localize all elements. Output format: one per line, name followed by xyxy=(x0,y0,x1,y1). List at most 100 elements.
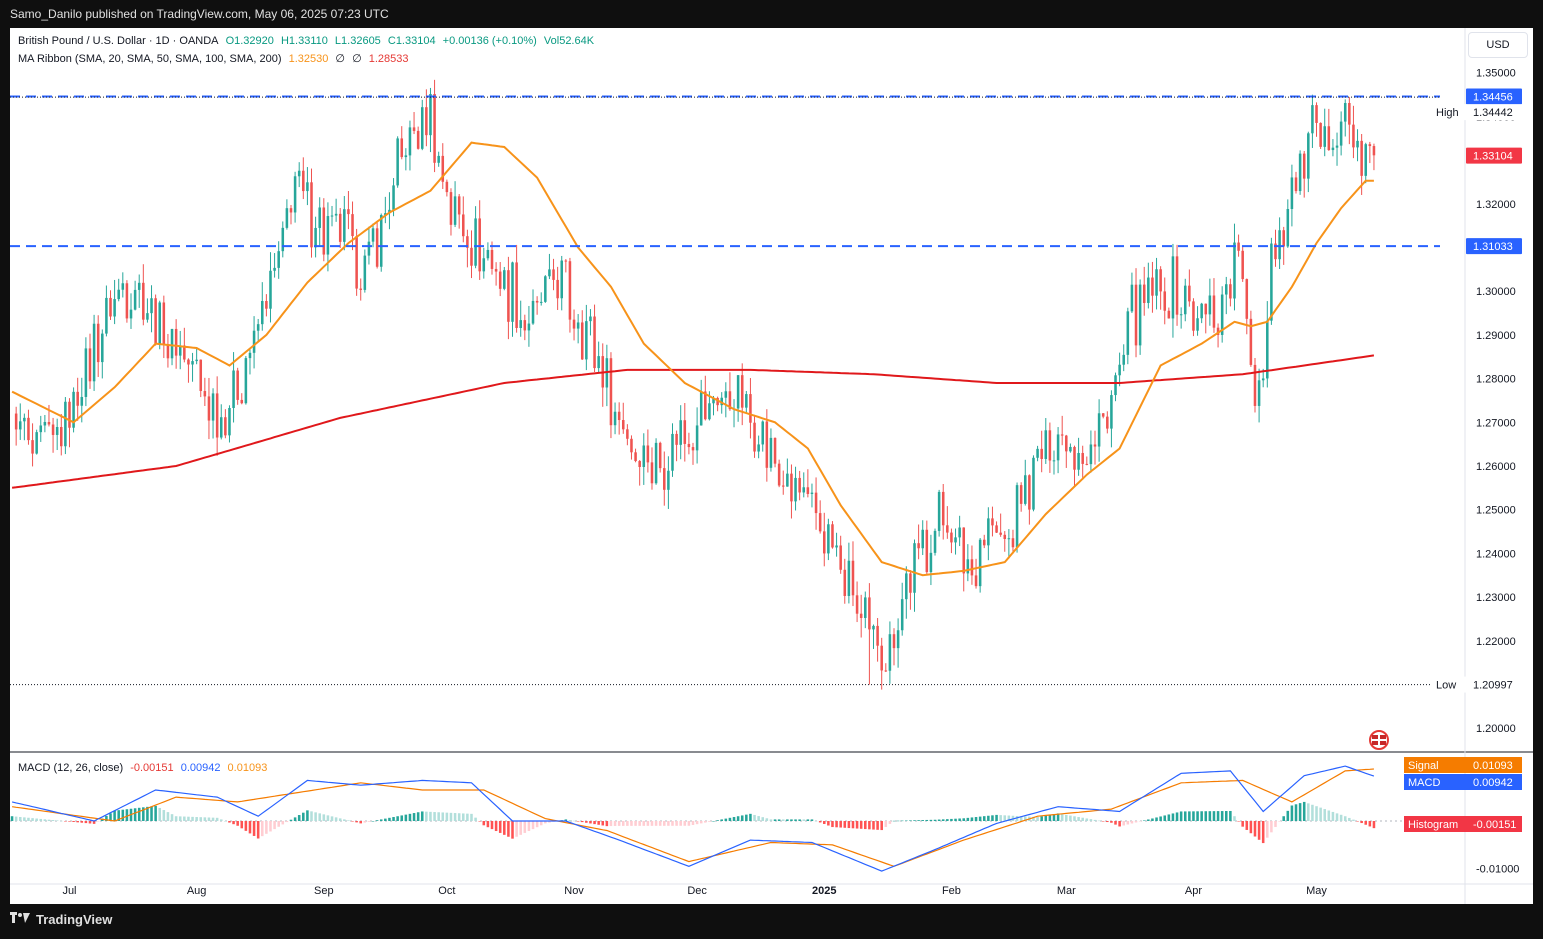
macd-hist-bar xyxy=(224,821,227,822)
macd-hist-bar xyxy=(183,816,186,821)
candle-body-up xyxy=(35,432,38,454)
macd-hist-bar xyxy=(810,819,814,821)
candle-body-down xyxy=(650,462,654,484)
chart-frame[interactable]: 1.350001.340001.320001.300001.290001.280… xyxy=(10,28,1533,904)
macd-hist-bar xyxy=(531,821,535,830)
candle-body-down xyxy=(617,411,621,421)
macd-hist-bar xyxy=(289,819,293,821)
macd-hist-bar xyxy=(1138,821,1142,822)
macd-hist-bar xyxy=(347,820,350,821)
macd-hist-bar xyxy=(109,813,112,821)
macd-hist-bar xyxy=(576,821,580,822)
macd-hist-bar xyxy=(732,817,736,821)
macd-hist-bar xyxy=(589,821,592,824)
macd-hist-bar xyxy=(835,821,838,828)
candle-body-down xyxy=(1241,250,1244,280)
candle-body-up xyxy=(1171,256,1175,319)
macd-hist-bar xyxy=(503,821,506,835)
macd-hist-bar xyxy=(117,810,120,821)
macd-hist-bar xyxy=(1290,805,1294,821)
candle-body-down xyxy=(470,247,473,266)
macd-hist-bar xyxy=(1327,810,1331,821)
candle-body-down xyxy=(663,468,666,490)
macd-hist-bar xyxy=(433,812,436,821)
macd-hist-bar xyxy=(859,821,863,829)
macd-hist-bar xyxy=(64,821,67,822)
candle-body-down xyxy=(1229,284,1232,299)
macd-hist-bar xyxy=(941,819,945,821)
candle-body-down xyxy=(925,529,929,573)
macd-hist-bar xyxy=(864,821,867,830)
macd-hist-bar xyxy=(847,821,851,829)
candle-body-down xyxy=(1159,269,1162,292)
macd-hist-bar xyxy=(453,813,457,821)
price-tick-label: 1.24000 xyxy=(1476,548,1516,560)
macd-hist-bar xyxy=(1343,816,1347,821)
macd-hist-bar xyxy=(626,821,629,826)
macd-hist-bar xyxy=(691,821,695,825)
macd-hist-bar xyxy=(297,815,301,821)
candle-body-up xyxy=(1266,320,1269,379)
candle-body-down xyxy=(1081,452,1084,464)
currency-button[interactable]: USD xyxy=(1468,32,1528,58)
macd-hist-bar xyxy=(515,821,518,837)
candle-body-down xyxy=(68,401,71,428)
ma-ribbon-title[interactable]: MA Ribbon (SMA, 20, SMA, 50, SMA, 100, S… xyxy=(18,53,282,65)
candle-body-down xyxy=(999,532,1002,535)
candles xyxy=(14,79,1376,690)
macd-hist-bar xyxy=(708,821,711,822)
macd-hist-bar xyxy=(474,817,477,821)
macd-hist-bar xyxy=(580,821,584,823)
macd-hist-bar xyxy=(1130,821,1134,824)
macd-hist-bar xyxy=(39,818,43,821)
candle-body-up xyxy=(306,182,309,192)
macd-hist-bar xyxy=(215,817,219,821)
macd-hist-bar xyxy=(663,821,666,826)
symbol-name[interactable]: British Pound / U.S. Dollar · 1D · OANDA xyxy=(18,35,219,47)
macd-hist-bar xyxy=(946,819,949,821)
candle-body-down xyxy=(1237,242,1240,251)
candle-body-up xyxy=(761,421,765,445)
low-label: Low xyxy=(1436,680,1456,692)
current-price-label-bg xyxy=(1466,147,1522,164)
candle-body-up xyxy=(921,529,924,549)
candle-body-down xyxy=(351,214,354,237)
macd-hist-bar xyxy=(1356,821,1359,822)
candle-body-down xyxy=(1253,364,1257,406)
change-value: +0.00136 (+0.10%) xyxy=(442,35,537,47)
candle-body-up xyxy=(888,634,892,671)
macd-hist-bar xyxy=(236,821,239,826)
candle-body-down xyxy=(166,344,170,359)
candle-body-up xyxy=(178,345,182,356)
low-value: 1.20997 xyxy=(1473,680,1513,692)
ma-empty-value-1: ∅ xyxy=(335,53,345,65)
candle-body-up xyxy=(679,420,682,445)
macd-title[interactable]: MACD (12, 26, close) xyxy=(18,762,124,774)
candle-body-up xyxy=(252,330,256,353)
macd-hist-bar xyxy=(363,821,367,823)
candle-body-up xyxy=(1220,294,1224,335)
support-price-label: 1.31033 xyxy=(1473,241,1513,253)
candle-body-up xyxy=(277,251,280,268)
candle-body-up xyxy=(1200,303,1203,319)
candle-body-down xyxy=(445,181,449,193)
candle-body-up xyxy=(363,255,367,290)
candle-body-up xyxy=(1339,121,1343,146)
macd-hist-bar xyxy=(18,816,22,821)
macd-hist-bar xyxy=(1278,821,1281,822)
candle-body-down xyxy=(1188,285,1191,302)
candle-body-up xyxy=(191,361,194,365)
candle-body-down xyxy=(1245,279,1249,319)
candle-body-up xyxy=(420,107,424,149)
macd-hist-bar xyxy=(404,814,408,821)
macd-hist-bar xyxy=(76,821,79,823)
macd-hist-bar xyxy=(527,821,531,832)
macd-hist-bar xyxy=(494,821,498,832)
macd-hist-bar xyxy=(273,821,276,830)
candle-body-down xyxy=(400,138,404,158)
candle-body-up xyxy=(736,375,740,409)
candle-body-up xyxy=(1044,430,1048,459)
price-chart[interactable]: 1.350001.340001.320001.300001.290001.280… xyxy=(10,28,1533,904)
candle-body-up xyxy=(244,358,248,404)
candle-body-down xyxy=(1040,448,1043,459)
